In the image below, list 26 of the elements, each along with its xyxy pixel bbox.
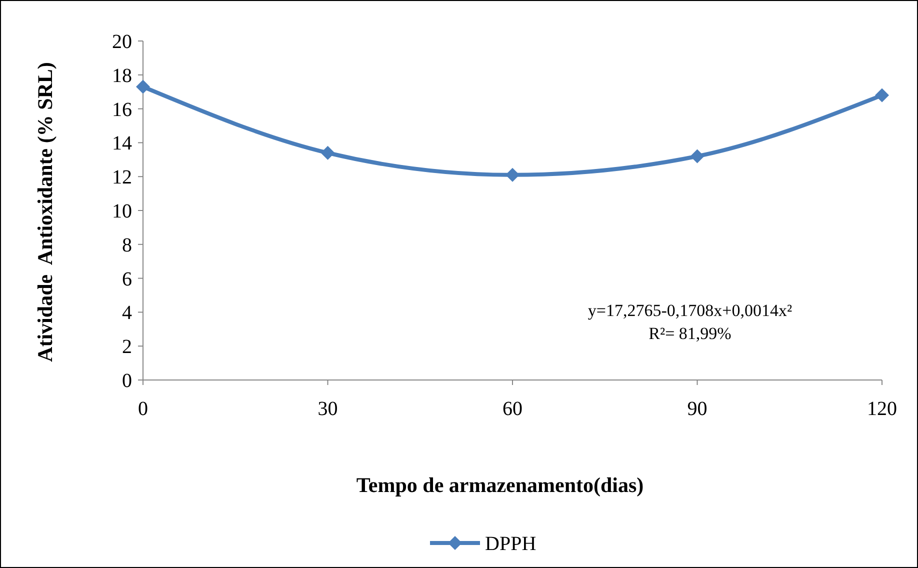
x-tick-label: 90	[687, 398, 708, 420]
x-tick-label: 0	[138, 398, 148, 420]
legend-label: DPPH	[485, 533, 536, 555]
y-tick-label: 4	[122, 302, 132, 324]
point	[875, 88, 889, 102]
point	[136, 80, 150, 94]
point	[690, 149, 704, 164]
y-tick-label: 20	[112, 31, 132, 53]
y-tick-label: 8	[122, 234, 132, 256]
y-tick-label: 12	[112, 166, 132, 189]
annotation: y=17,2765-0,1708x+0,0014x²	[588, 301, 792, 320]
x-tick-label: 120	[867, 398, 897, 420]
x-axis-title: Tempo de armazenamento(dias)	[356, 473, 644, 497]
y-tick-label: 16	[112, 98, 132, 121]
y-tick-label: 0	[122, 370, 132, 392]
x-tick-label: 60	[502, 398, 522, 420]
y-tick-label: 10	[112, 200, 132, 222]
point	[320, 146, 335, 160]
y-tick-label: 14	[112, 132, 132, 155]
point	[506, 168, 520, 182]
x-tick-label: 30	[318, 398, 338, 420]
y-tick-label: 6	[122, 268, 132, 290]
annotation: R²= 81,99%	[648, 324, 732, 343]
y-tick-label: 18	[112, 64, 132, 87]
y-axis-title: Atividade Antioxidante (% SRL)	[33, 62, 57, 362]
y-tick-label: 2	[122, 336, 132, 358]
